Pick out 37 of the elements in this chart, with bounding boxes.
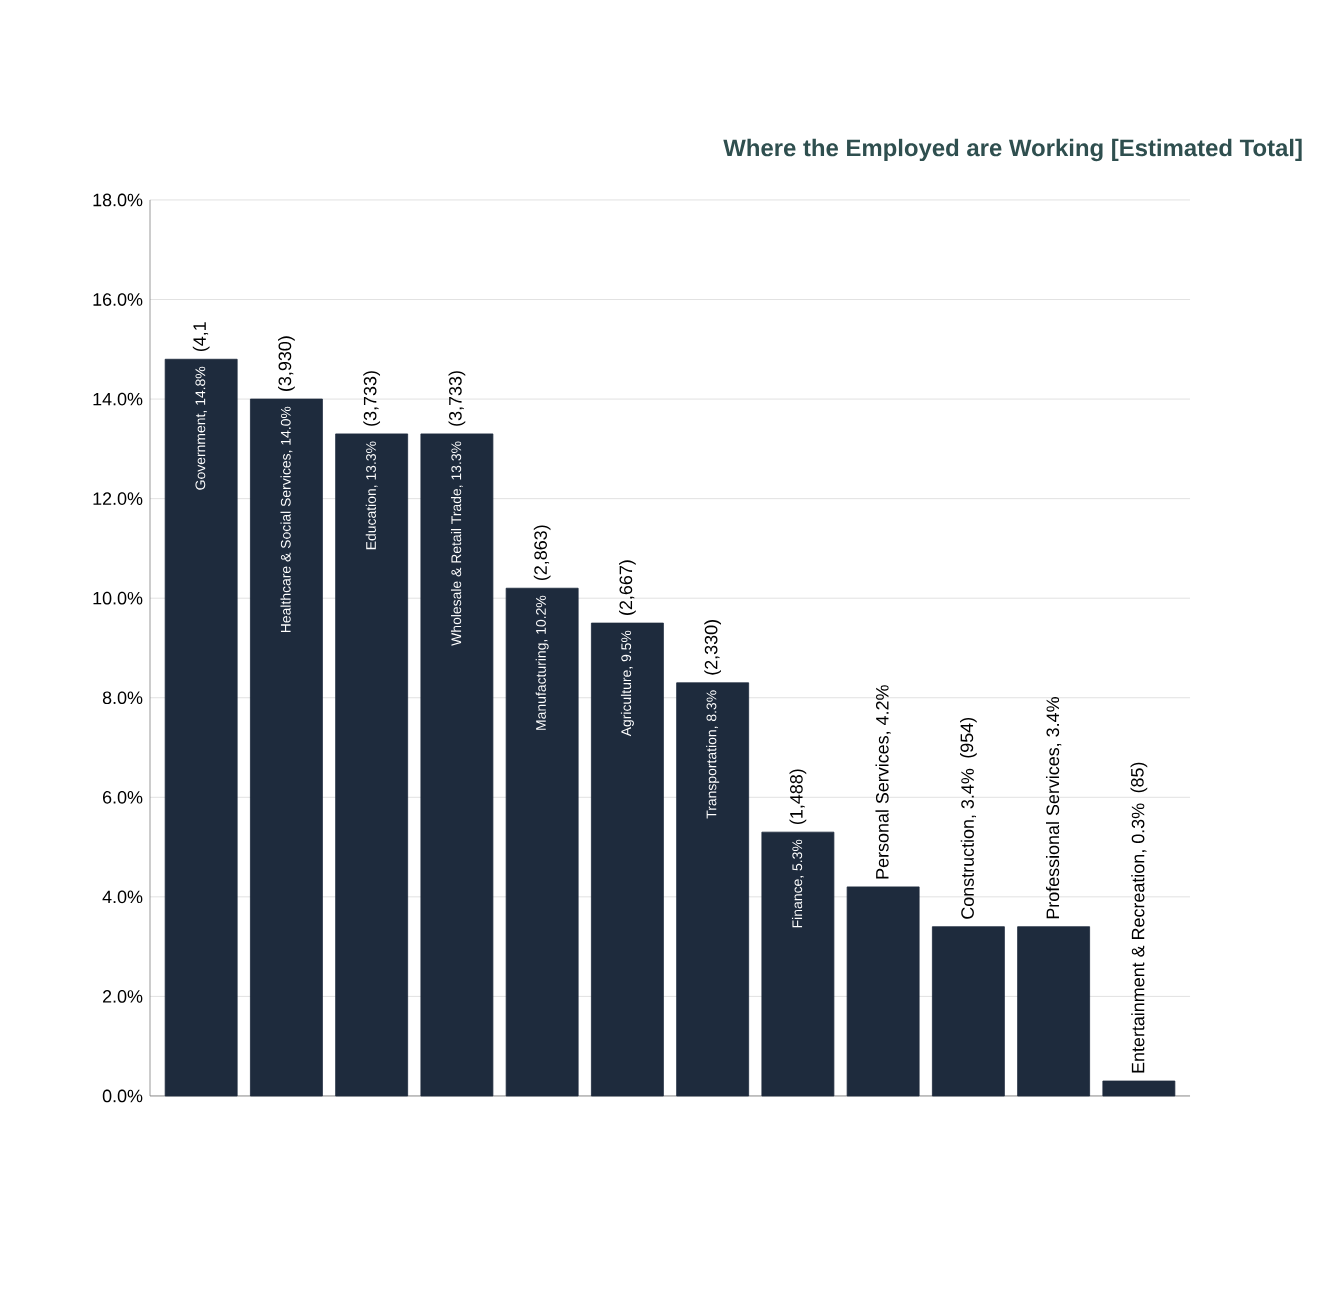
- annotation: (2,863): [533, 525, 551, 581]
- y-tick-label: 8.0%: [102, 691, 143, 705]
- y-tick-label: 2.0%: [103, 990, 143, 1003]
- y-tick-label: 12.0%: [93, 492, 143, 505]
- bar: [761, 831, 835, 1097]
- bar: [846, 886, 920, 1097]
- x-tick-label: Personal Services, 4.2%: [875, 685, 891, 879]
- y-tick-label: 14.0%: [93, 392, 143, 406]
- x-tick-label: Professional Services, 3.4%: [1045, 697, 1062, 919]
- bar: [676, 682, 750, 1097]
- y-tick-label: 4.0%: [102, 890, 143, 904]
- annotation: (3,733): [448, 371, 466, 426]
- annotation: (1,488): [789, 769, 807, 824]
- bar: [420, 433, 494, 1097]
- annotation: (3,930): [278, 336, 295, 391]
- annotation: (4,1: [192, 322, 210, 352]
- annotation: (85): [1130, 762, 1148, 793]
- chart-title: Where the Employed are Working [Estimated Total]: [723, 138, 1302, 162]
- bar: [590, 622, 664, 1097]
- y-tick-label: 10.0%: [93, 591, 143, 605]
- bar: [250, 398, 323, 1097]
- annotation: (2,667): [619, 560, 636, 615]
- bar: [505, 587, 579, 1097]
- x-tick-label: Entertainment & Recreation, 0.3%: [1131, 803, 1147, 1073]
- bar: [931, 926, 1005, 1097]
- annotation: (3,733): [363, 371, 381, 426]
- bar: [335, 433, 409, 1097]
- y-tick-label: 18.0%: [93, 193, 143, 207]
- bar: [164, 358, 238, 1097]
- annotation: (2,330): [704, 620, 721, 675]
- x-tick-label: Construction, 3.4%: [960, 768, 977, 919]
- bar: [1017, 926, 1091, 1097]
- annotation: (954): [960, 717, 977, 758]
- y-tick-label: 16.0%: [93, 293, 143, 306]
- y-tick-label: 0.0%: [102, 1089, 143, 1103]
- bar: [1102, 1080, 1176, 1097]
- y-tick-label: 6.0%: [103, 790, 143, 804]
